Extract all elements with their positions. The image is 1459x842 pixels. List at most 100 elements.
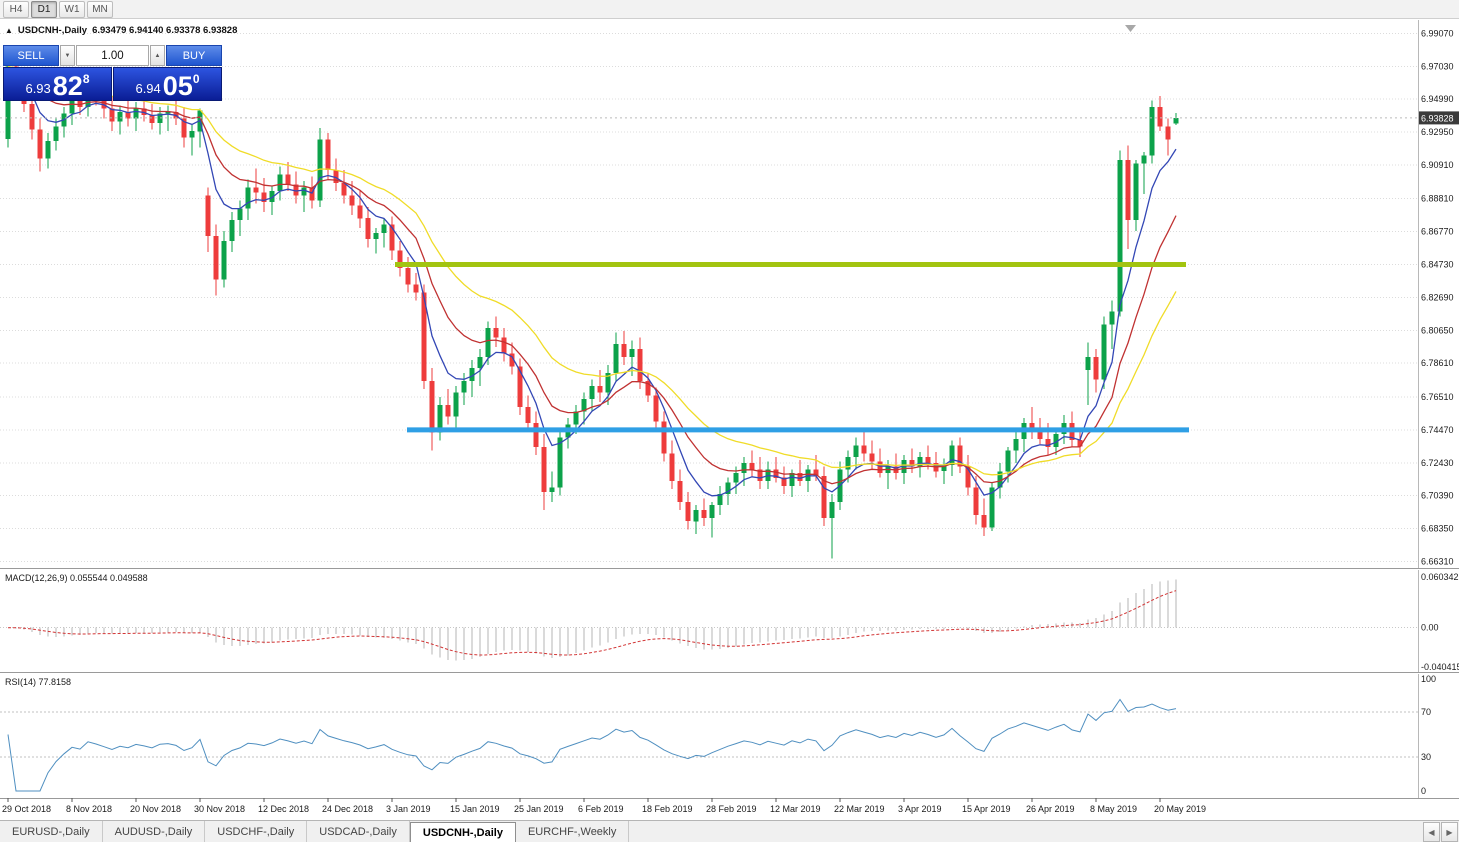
svg-text:6.92950: 6.92950 [1421, 127, 1454, 137]
svg-text:6.80650: 6.80650 [1421, 325, 1454, 335]
svg-text:3 Apr 2019: 3 Apr 2019 [898, 804, 942, 814]
svg-text:20 Nov 2018: 20 Nov 2018 [130, 804, 181, 814]
rsi-chart: 100 70 30 0 [0, 674, 1436, 799]
candlestick-chart[interactable]: 6.99070 6.97030 6.94990 6.92950 6.90910 6.888… [0, 20, 1459, 568]
tab-usdcnhdaily[interactable]: USDCNH-,Daily [409, 822, 516, 842]
period-button-h4[interactable]: H4 [3, 0, 29, 18]
svg-text:18 Feb 2019: 18 Feb 2019 [642, 804, 693, 814]
period-button-d1[interactable]: D1 [31, 0, 57, 18]
sell-price-base: 6.93 [25, 81, 51, 96]
svg-text:24 Dec 2018: 24 Dec 2018 [322, 804, 373, 814]
svg-text:8 Nov 2018: 8 Nov 2018 [66, 804, 112, 814]
svg-text:26 Apr 2019: 26 Apr 2019 [1026, 804, 1075, 814]
svg-text:6.78610: 6.78610 [1421, 358, 1454, 368]
chevron-down-icon: ▼ [64, 52, 71, 59]
macd-indicator-panel[interactable]: MACD(12,26,9) 0.055544 0.049588 0.060342… [0, 568, 1459, 673]
tab-usdchfdaily[interactable]: USDCHF-,Daily [205, 821, 308, 842]
one-click-trading-panel: SELL ▼ ▲ BUY 6.93 82 8 6.94 05 0 [3, 45, 222, 101]
tab-eurusddaily[interactable]: EURUSD-,Daily [0, 821, 103, 842]
svg-text:25 Jan 2019: 25 Jan 2019 [514, 804, 564, 814]
time-axis[interactable]: 29 Oct 2018 8 Nov 2018 20 Nov 2018 30 Nov 2… [0, 798, 1459, 820]
svg-text:6.94990: 6.94990 [1421, 94, 1454, 104]
rsi-indicator-panel[interactable]: RSI(14) 77.8158 100 70 30 0 [0, 672, 1459, 799]
macd-signal-line [7, 590, 1177, 656]
chart-tabs: EURUSD-,Daily AUDUSD-,Daily USDCHF-,Daily U… [0, 821, 630, 842]
arrow-left-icon: ◀ [1428, 827, 1435, 837]
buy-price-display[interactable]: 6.94 05 0 [113, 67, 222, 101]
svg-text:15 Apr 2019: 15 Apr 2019 [962, 804, 1011, 814]
svg-text:6.97030: 6.97030 [1421, 61, 1454, 71]
period-button-mn[interactable]: MN [87, 0, 113, 18]
svg-text:12 Mar 2019: 12 Mar 2019 [770, 804, 821, 814]
svg-text:20 May 2019: 20 May 2019 [1154, 804, 1206, 814]
svg-text:0: 0 [1421, 786, 1426, 796]
period-button-w1[interactable]: W1 [59, 0, 85, 18]
sell-button[interactable]: SELL [3, 45, 59, 66]
tab-scroll-arrows: ◀ ▶ [1423, 822, 1458, 842]
svg-text:0.060342: 0.060342 [1421, 572, 1459, 582]
svg-text:-0.040415: -0.040415 [1421, 662, 1459, 672]
svg-text:29 Oct 2018: 29 Oct 2018 [2, 804, 51, 814]
svg-text:8 May 2019: 8 May 2019 [1090, 804, 1137, 814]
macd-chart: 0.060342 0.00 -0.040415 [0, 570, 1459, 673]
svg-text:6.84730: 6.84730 [1421, 260, 1454, 270]
svg-text:6.86770: 6.86770 [1421, 227, 1454, 237]
tab-usdcaddaily[interactable]: USDCAD-,Daily [307, 821, 410, 842]
volume-down-button[interactable]: ▼ [60, 45, 75, 66]
current-price-tag: 6.93828 [1419, 111, 1459, 125]
buy-button[interactable]: BUY [166, 45, 222, 66]
svg-text:0.00: 0.00 [1421, 623, 1439, 633]
macd-label: MACD(12,26,9) 0.055544 0.049588 [5, 573, 148, 583]
svg-text:6.72430: 6.72430 [1421, 458, 1454, 468]
svg-text:6.70390: 6.70390 [1421, 491, 1454, 501]
tab-scroll-right-button[interactable]: ▶ [1441, 822, 1458, 842]
time-axis-labels: 29 Oct 2018 8 Nov 2018 20 Nov 2018 30 Nov 2… [0, 798, 1459, 814]
macd-histogram [15, 579, 1177, 661]
buy-price-pips: 05 [162, 71, 193, 102]
svg-text:3 Jan 2019: 3 Jan 2019 [386, 804, 431, 814]
tab-scroll-left-button[interactable]: ◀ [1423, 822, 1440, 842]
tab-audusddaily[interactable]: AUDUSD-,Daily [103, 821, 206, 842]
chart-ohlc-values: 6.93479 6.94140 6.93378 6.93828 [92, 25, 238, 36]
rsi-line [7, 698, 1177, 792]
svg-text:30 Nov 2018: 30 Nov 2018 [194, 804, 245, 814]
one-click-collapse-icon[interactable]: ▲ [5, 26, 13, 35]
svg-text:15 Jan 2019: 15 Jan 2019 [450, 804, 500, 814]
ma-mid-red-line [7, 66, 1177, 485]
chart-title: ▲ USDCNH-,Daily 6.93479 6.94140 6.93378 … [5, 25, 237, 36]
timeframe-toolbar: H4 D1 W1 MN [0, 0, 1459, 19]
sell-price-display[interactable]: 6.93 82 8 [3, 67, 112, 101]
svg-text:6.82690: 6.82690 [1421, 292, 1454, 302]
chart-shift-marker-icon[interactable] [1125, 25, 1136, 32]
ma-fast-blue-line [7, 66, 1177, 497]
svg-text:22 Mar 2019: 22 Mar 2019 [834, 804, 885, 814]
svg-text:100: 100 [1421, 674, 1436, 684]
svg-text:6.66310: 6.66310 [1421, 556, 1454, 566]
buy-price-base: 6.94 [135, 81, 161, 96]
volume-input[interactable] [76, 45, 149, 66]
chart-symbol-label: USDCNH-,Daily [17, 25, 88, 36]
svg-text:6 Feb 2019: 6 Feb 2019 [578, 804, 624, 814]
svg-text:70: 70 [1421, 707, 1431, 717]
svg-text:12 Dec 2018: 12 Dec 2018 [258, 804, 309, 814]
sell-price-pips: 82 [52, 71, 83, 102]
volume-up-button[interactable]: ▲ [150, 45, 165, 66]
period-buttons: H4 D1 W1 MN [3, 0, 113, 18]
tab-eurchfweekly[interactable]: EURCHF-,Weekly [516, 821, 630, 842]
svg-text:6.88810: 6.88810 [1421, 194, 1454, 204]
chart-tabs-bar: EURUSD-,Daily AUDUSD-,Daily USDCHF-,Daily U… [0, 820, 1459, 842]
arrow-right-icon: ▶ [1446, 827, 1453, 837]
chevron-up-icon: ▲ [154, 52, 161, 59]
buy-price-point: 0 [192, 72, 200, 86]
rsi-label: RSI(14) 77.8158 [5, 677, 72, 687]
price-chart-panel[interactable]: ▲ USDCNH-,Daily 6.93479 6.94140 6.93378 … [0, 20, 1459, 568]
svg-text:6.76510: 6.76510 [1421, 392, 1454, 402]
sell-price-point: 8 [82, 72, 90, 86]
svg-text:28 Feb 2019: 28 Feb 2019 [706, 804, 757, 814]
ma-slow-yellow-line [7, 66, 1177, 476]
svg-text:6.74470: 6.74470 [1421, 425, 1454, 435]
price-grid: 6.99070 6.97030 6.94990 6.92950 6.90910 6.888… [0, 28, 1454, 566]
svg-text:6.93828: 6.93828 [1421, 113, 1454, 123]
svg-text:6.68350: 6.68350 [1421, 524, 1454, 534]
